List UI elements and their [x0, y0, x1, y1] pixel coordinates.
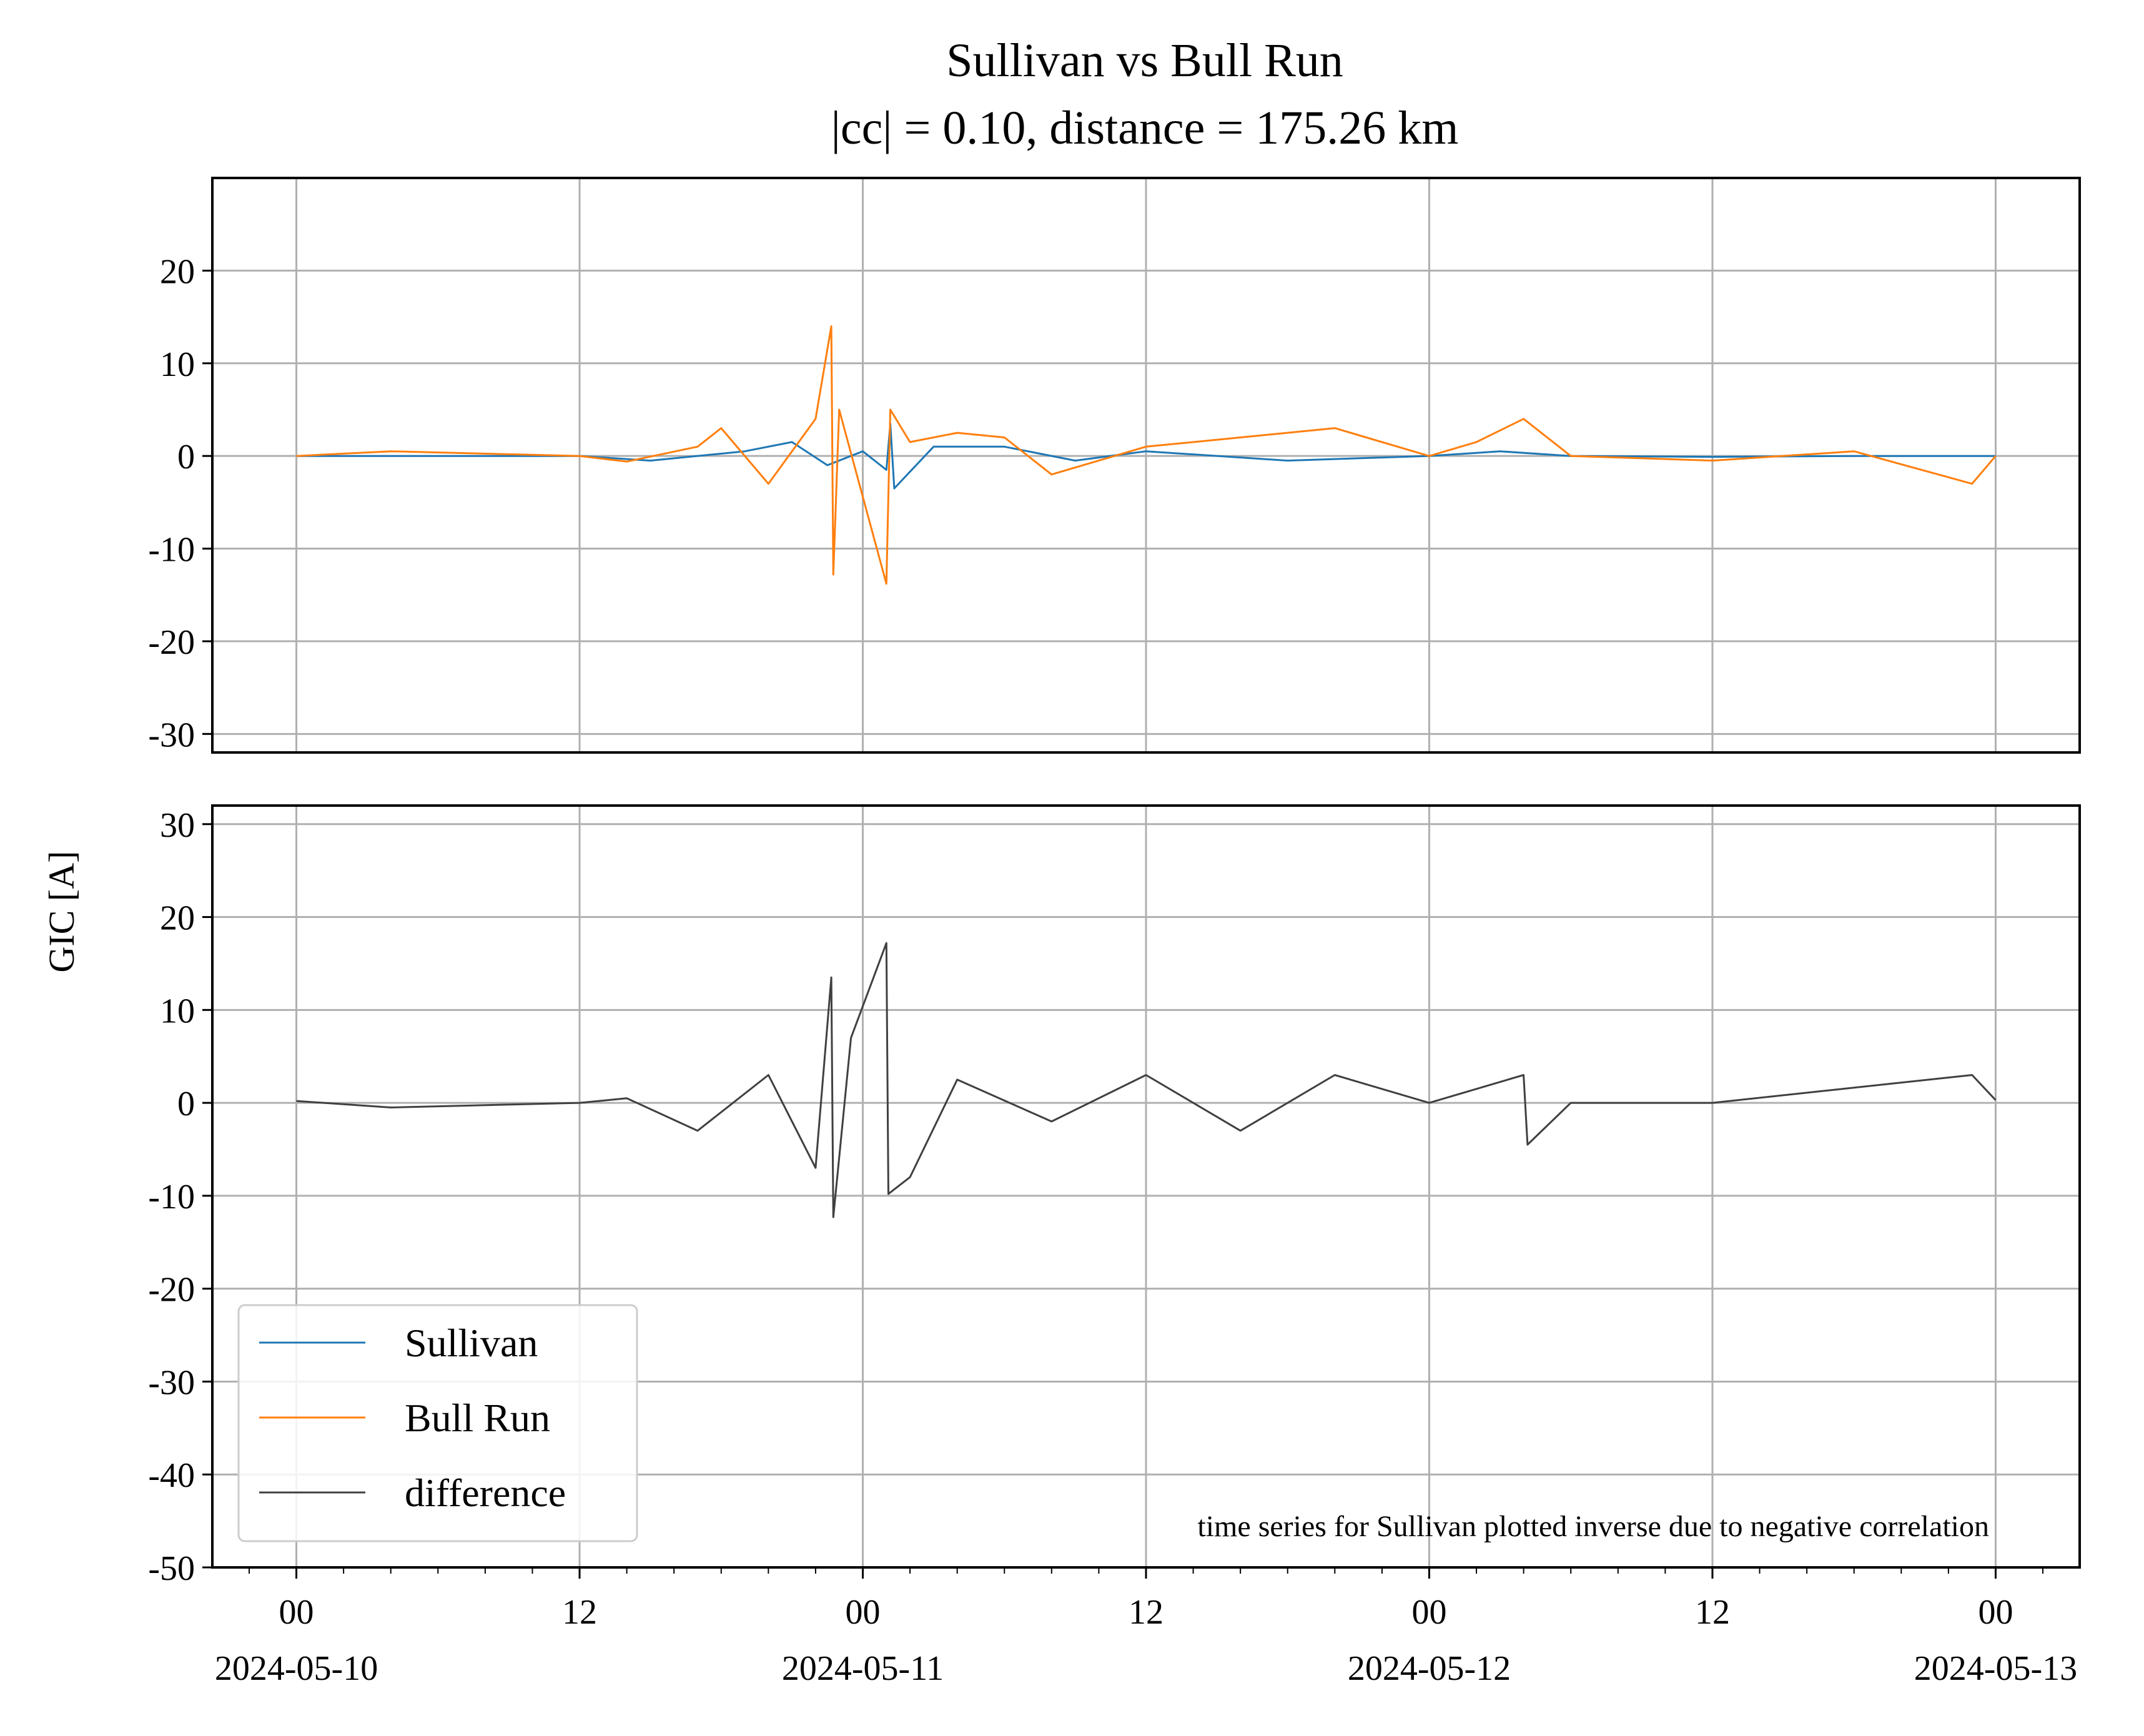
annotation-note: time series for Sullivan plotted inverse… — [1197, 1510, 1989, 1543]
top-panel: 20 10 0 -10 -20 -30 — [148, 177, 2081, 754]
chart-title: Sullivan vs Bull Run — [946, 34, 1343, 87]
chart-subtitle: |cc| = 0.10, distance = 175.26 km — [831, 102, 1459, 154]
y-tick-label: 30 — [160, 806, 195, 845]
y-tick-label: -10 — [148, 531, 195, 570]
series-line-bull-run — [296, 325, 1997, 585]
series-line-sullivan — [296, 422, 1996, 490]
legend-box — [237, 1304, 638, 1542]
y-axis-label: GIC [A] — [41, 851, 82, 973]
series-line-difference — [296, 942, 1997, 1218]
y-tick-label: 10 — [160, 992, 195, 1030]
x-tick-label-hour: 12 — [1129, 1593, 1163, 1632]
x-tick-label-hour: 00 — [846, 1593, 881, 1632]
y-tick-label: -10 — [148, 1178, 195, 1216]
x-tick-label-hour: 12 — [562, 1593, 597, 1632]
x-tick-label-hour: 00 — [1411, 1593, 1446, 1632]
legend-label-difference: difference — [405, 1471, 566, 1515]
x-tick-label-date: 2024-05-13 — [1914, 1649, 2077, 1688]
y-tick-label: -40 — [148, 1456, 195, 1495]
x-tick-label-hour: 12 — [1695, 1593, 1730, 1632]
y-tick-label: 0 — [177, 438, 195, 476]
x-tick-label-date: 2024-05-12 — [1348, 1649, 1511, 1688]
y-tick-label: -30 — [148, 716, 195, 754]
legend-label-sullivan: Sullivan — [405, 1321, 538, 1365]
bottom-panel: 30 20 10 0 -10 -20 -30 -40 -50 — [148, 804, 2081, 1588]
axes-frame — [211, 177, 2081, 754]
y-tick-label: 10 — [160, 345, 195, 384]
x-axis-ticks: 00 2024-05-10 12 00 2024-05-11 12 00 2024-05-12… — [215, 1567, 2077, 1688]
y-tick-label: -20 — [148, 1271, 195, 1309]
y-tick-label: 20 — [160, 252, 195, 291]
y-tick-label: -20 — [148, 623, 195, 662]
legend: Sullivan Bull Run difference — [237, 1304, 638, 1542]
x-tick-label-date: 2024-05-10 — [215, 1649, 378, 1688]
y-tick-label: 20 — [160, 899, 195, 938]
x-tick-label-hour: 00 — [1978, 1593, 2013, 1632]
y-tick-label: -30 — [148, 1363, 195, 1402]
x-tick-label-date: 2024-05-11 — [782, 1649, 944, 1688]
y-tick-label: 0 — [177, 1085, 195, 1123]
y-tick-label: -50 — [148, 1549, 195, 1588]
legend-label-bull-run: Bull Run — [405, 1396, 550, 1440]
x-tick-label-hour: 00 — [279, 1593, 314, 1632]
